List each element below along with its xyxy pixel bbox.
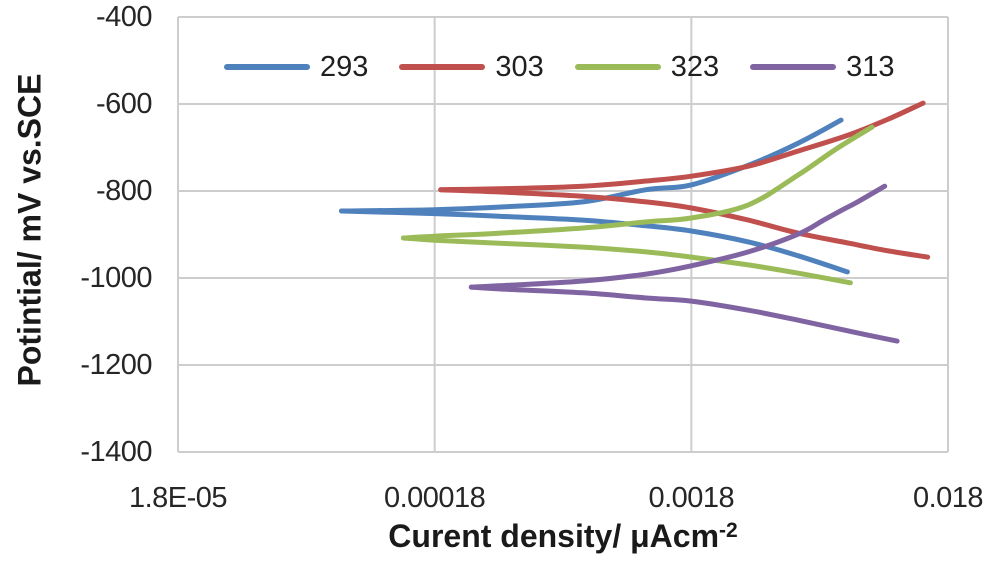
y-tick-label: -1000: [80, 262, 152, 294]
x-tick-label: 1.8E-05: [128, 482, 228, 514]
legend-label: 323: [670, 51, 720, 83]
y-tick-label: -600: [95, 88, 153, 120]
y-tick-label: -400: [95, 1, 153, 33]
curve-293-anodic: [339, 117, 844, 214]
curve-303-anodic: [438, 100, 926, 193]
legend-item-313: 313: [750, 50, 895, 84]
legend-line-swatch: [574, 64, 661, 70]
x-tick-label: 0.0018: [648, 482, 735, 514]
legend-line-swatch: [399, 64, 486, 70]
y-tick-label: -1200: [80, 349, 152, 381]
y-tick-label: -800: [95, 175, 153, 207]
legend-line-swatch: [750, 64, 837, 70]
legend-item-303: 303: [399, 50, 544, 84]
legend-label: 293: [320, 51, 369, 83]
curve-303-cathodic: [438, 187, 931, 260]
curve-323-cathodic: [400, 235, 853, 286]
legend: 293 303 323 313: [224, 50, 895, 84]
curve-313-cathodic: [468, 284, 900, 344]
legend-item-293: 293: [224, 50, 368, 84]
curve-323-anodic: [400, 124, 875, 241]
y-axis-title: Potintial/ mV vs.SCE: [11, 73, 48, 387]
x-tick-label: 0.018: [912, 482, 984, 514]
x-axis-title: Curent density/ μAcm-2: [388, 518, 737, 555]
x-axis-title-text: Curent density/ μAcm: [388, 518, 720, 554]
x-tick-label: 0.00018: [383, 482, 486, 514]
legend-label: 303: [495, 51, 544, 83]
y-tick-label: -1400: [80, 436, 152, 468]
x-axis-title-superscript: -2: [719, 519, 738, 542]
legend-line-swatch: [224, 64, 310, 70]
legend-label: 313: [846, 51, 895, 83]
curve-313-anodic: [468, 183, 888, 290]
legend-item-323: 323: [574, 50, 720, 84]
